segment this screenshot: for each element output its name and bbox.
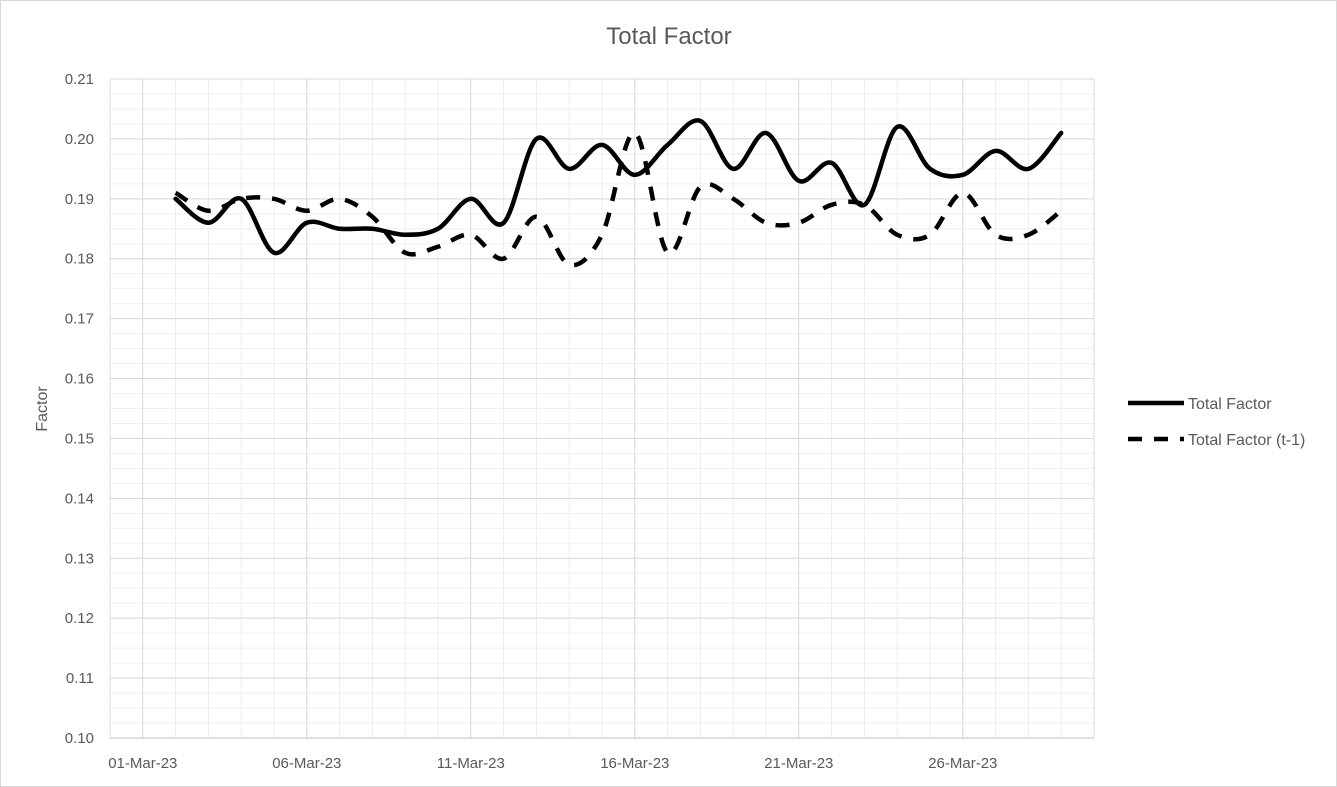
legend-label-total-factor: Total Factor [1188,396,1272,413]
x-tick-label: 26-Mar-23 [928,755,997,772]
y-tick-label: 0.16 [65,371,94,388]
x-tick-label: 06-Mar-23 [272,755,341,772]
y-tick-label: 0.13 [65,550,94,567]
series-line-total-factor-t-1 [174,130,1063,268]
x-tick-label: 11-Mar-23 [437,755,505,772]
y-axis-ticks: 0.10 0.11 0.12 0.13 0.14 0.15 0.16 0.17 0.18 0.19… [65,71,94,747]
chart-title: Total Factor [606,23,731,50]
y-tick-label: 0.11 [66,670,94,687]
y-tick-label: 0.10 [65,730,94,747]
y-tick-label: 0.12 [65,610,94,627]
y-tick-label: 0.18 [65,251,94,268]
y-tick-label: 0.15 [65,430,94,447]
y-tick-label: 0.19 [65,191,94,208]
series-line-total-factor [173,118,1064,256]
y-tick-label: 0.21 [65,71,94,88]
y-tick-label: 0.14 [65,490,94,507]
y-tick-label: 0.20 [65,131,94,148]
axes [109,79,1095,739]
x-tick-label: 01-Mar-23 [108,755,177,772]
series-group [173,118,1064,268]
y-axis-title: Factor [34,386,51,432]
x-axis-ticks: 01-Mar-23 06-Mar-23 11-Mar-23 16-Mar-23 21-M… [108,755,997,772]
x-tick-label: 21-Mar-23 [764,755,833,772]
legend: Total Factor Total Factor (t-1) [1128,396,1305,449]
legend-label-total-factor-t-1: Total Factor (t-1) [1188,432,1305,449]
x-tick-label: 16-Mar-23 [600,755,669,772]
y-tick-label: 0.17 [65,311,94,328]
